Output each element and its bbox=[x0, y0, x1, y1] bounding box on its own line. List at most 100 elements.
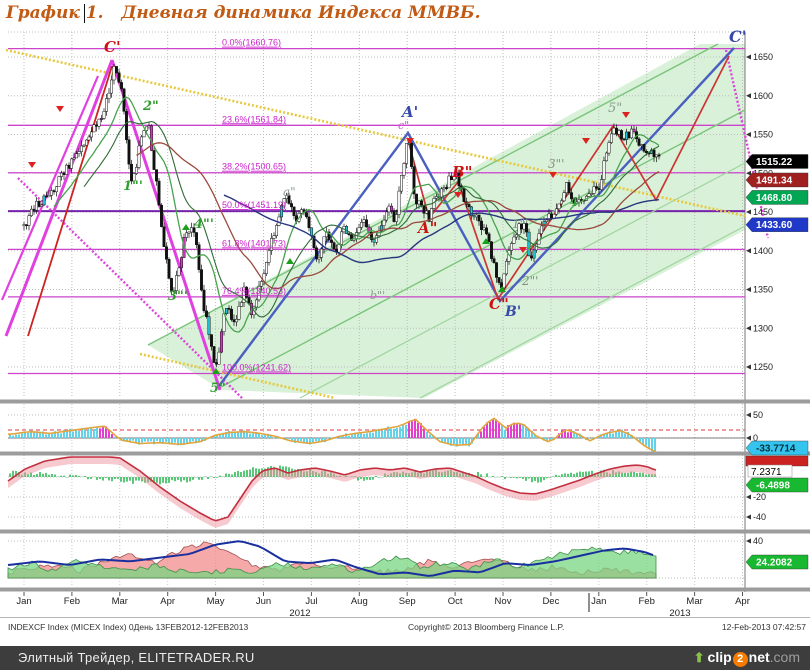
timestamp: 12-Feb-2013 07:42:57 bbox=[721, 622, 806, 632]
signal-arrows bbox=[28, 106, 630, 374]
instrument-info: INDEXCF Index (MICEX Index) 0День 13FEB2… bbox=[8, 622, 249, 632]
wave-labels: C' 2" 1"' 4"' 3"' 5" a" b"' c"A' B" A" C"B' 1"' 2"' 3"… bbox=[104, 27, 747, 396]
svg-text:61.8%(1401.73): 61.8%(1401.73) bbox=[222, 238, 286, 248]
upload-arrow-icon: ⬆ bbox=[693, 650, 705, 665]
candlestick-series bbox=[22, 64, 661, 368]
svg-text:3"': 3"' bbox=[548, 157, 564, 171]
price-chart-canvas[interactable]: 0.0%(1660.76) 23.6%(1561.84) 38.2%(1500.65… bbox=[0, 0, 810, 646]
svg-text:Dec: Dec bbox=[542, 596, 559, 607]
logo-two-badge: 2 bbox=[732, 652, 748, 667]
panel-separators bbox=[0, 399, 810, 592]
oscillator-3: 40 24.2082 bbox=[7, 536, 809, 579]
copyright-text: Copyright© 2013 Bloomberg Finance L.P. bbox=[408, 622, 565, 632]
svg-text:5": 5" bbox=[608, 101, 622, 116]
svg-text:Jul: Jul bbox=[305, 596, 317, 607]
magenta-uptrend bbox=[4, 59, 114, 337]
green-channel-line-4 bbox=[419, 225, 746, 399]
svg-text:1515.22: 1515.22 bbox=[756, 157, 793, 168]
svg-text:C': C' bbox=[104, 38, 121, 56]
svg-text:40: 40 bbox=[753, 536, 763, 546]
svg-text:Mar: Mar bbox=[112, 596, 128, 607]
magenta-dotted-down bbox=[17, 177, 243, 399]
svg-text:Nov: Nov bbox=[495, 596, 512, 607]
svg-text:3"': 3"' bbox=[168, 289, 188, 304]
svg-text:2": 2" bbox=[142, 99, 159, 114]
svg-text:1250: 1250 bbox=[753, 362, 773, 372]
svg-text:1550: 1550 bbox=[753, 130, 773, 140]
fibonacci-labels: 0.0%(1660.76) 23.6%(1561.84) 38.2%(1500.65… bbox=[222, 38, 291, 373]
svg-text:Aug: Aug bbox=[351, 596, 368, 607]
svg-text:1433.60: 1433.60 bbox=[756, 220, 793, 231]
svg-text:Feb: Feb bbox=[639, 596, 655, 607]
svg-text:1400: 1400 bbox=[753, 246, 773, 256]
y-axis: 165016001550150014501400135013001250 bbox=[746, 52, 773, 372]
svg-text:0.0%(1660.76): 0.0%(1660.76) bbox=[222, 38, 281, 48]
svg-text:2013: 2013 bbox=[669, 608, 690, 619]
svg-text:1600: 1600 bbox=[753, 91, 773, 101]
x-axis-labels: Jan Feb Mar Apr May Jun Jul Aug Sep Oct Nov Dec Jan F… bbox=[16, 593, 750, 619]
page-title: График 1. Дневная динамика Индекса ММВБ. bbox=[6, 3, 481, 23]
svg-text:4': 4' bbox=[569, 195, 581, 209]
oscillator-1: 50 0-33.7714 bbox=[7, 410, 809, 456]
svg-text:-6.4898: -6.4898 bbox=[756, 481, 790, 492]
svg-text:Jun: Jun bbox=[256, 596, 271, 607]
svg-text:1491.34: 1491.34 bbox=[756, 175, 793, 186]
svg-text:C': C' bbox=[729, 27, 747, 46]
svg-text:2012: 2012 bbox=[289, 608, 310, 619]
svg-text:0: 0 bbox=[753, 433, 758, 443]
svg-text:b"': b"' bbox=[370, 289, 385, 302]
svg-text:Apr: Apr bbox=[160, 596, 175, 607]
svg-text:A": A" bbox=[416, 219, 437, 237]
green-channel bbox=[148, 44, 745, 398]
svg-text:50: 50 bbox=[753, 410, 763, 420]
footer-bar: Элитный Трейдер, ELITETRADER.RU ⬆ clip 2 ne… bbox=[0, 646, 810, 670]
clip2net-logo[interactable]: ⬆ clip 2 net.com bbox=[694, 649, 800, 667]
svg-text:5": 5" bbox=[210, 381, 226, 396]
svg-text:4"': 4"' bbox=[194, 217, 214, 232]
yellow-trendline-2 bbox=[139, 352, 336, 400]
svg-text:Feb: Feb bbox=[64, 596, 80, 607]
svg-text:24.2082: 24.2082 bbox=[756, 558, 793, 569]
svg-text:-20: -20 bbox=[753, 492, 766, 502]
svg-text:May: May bbox=[207, 596, 225, 607]
text-cursor bbox=[84, 4, 85, 23]
svg-text:1300: 1300 bbox=[753, 323, 773, 333]
svg-text:76.4%(1340.53): 76.4%(1340.53) bbox=[222, 286, 286, 296]
svg-text:Sep: Sep bbox=[399, 596, 416, 607]
magenta-uptrend-2 bbox=[0, 75, 100, 301]
svg-text:Oct: Oct bbox=[448, 596, 463, 607]
svg-text:38.2%(1500.65): 38.2%(1500.65) bbox=[222, 162, 286, 172]
svg-text:C": C" bbox=[489, 295, 509, 313]
blue-wave bbox=[218, 47, 735, 387]
svg-text:2"': 2"' bbox=[521, 274, 538, 288]
svg-text:Mar: Mar bbox=[686, 596, 702, 607]
status-bar: INDEXCF Index (MICEX Index) 0День 13FEB2… bbox=[0, 617, 810, 635]
svg-text:1650: 1650 bbox=[753, 52, 773, 62]
svg-text:100.0%(1241.62): 100.0%(1241.62) bbox=[222, 362, 291, 372]
svg-text:a": a" bbox=[283, 185, 296, 199]
svg-text:-33.7714: -33.7714 bbox=[756, 444, 796, 455]
svg-text:A': A' bbox=[400, 103, 418, 121]
svg-text:B": B" bbox=[451, 163, 473, 181]
svg-text:1450: 1450 bbox=[753, 207, 773, 217]
logo-net: net bbox=[748, 649, 770, 665]
magenta-downtrend bbox=[110, 59, 222, 391]
logo-clip: clip bbox=[707, 649, 732, 665]
svg-text:50.0%(1451.19): 50.0%(1451.19) bbox=[222, 200, 286, 210]
svg-text:7.2371: 7.2371 bbox=[751, 467, 782, 478]
price-tags: 1515.22 1491.34 1468.80 1433.60 bbox=[745, 154, 809, 232]
svg-text:Apr: Apr bbox=[735, 596, 750, 607]
svg-text:c": c" bbox=[398, 119, 409, 132]
moving-averages bbox=[53, 96, 660, 333]
oscillator-2: -20 -40 7.2371 -6.4898 bbox=[7, 455, 809, 528]
svg-text:23.6%(1561.84): 23.6%(1561.84) bbox=[222, 114, 286, 124]
svg-text:-40: -40 bbox=[753, 512, 766, 522]
logo-domain: .com bbox=[769, 649, 800, 665]
svg-text:1"': 1"' bbox=[123, 179, 143, 194]
svg-text:1468.80: 1468.80 bbox=[756, 193, 793, 204]
svg-text:Jan: Jan bbox=[16, 596, 31, 607]
svg-text:1350: 1350 bbox=[753, 285, 773, 295]
green-channel-line-3 bbox=[299, 162, 746, 399]
red-uptrend bbox=[27, 65, 113, 337]
svg-text:Jan: Jan bbox=[591, 596, 606, 607]
